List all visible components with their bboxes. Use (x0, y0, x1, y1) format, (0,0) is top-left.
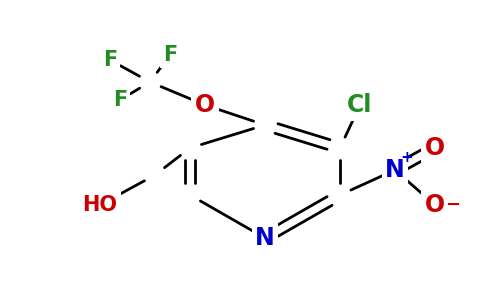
Text: N: N (255, 226, 275, 250)
Text: Cl: Cl (348, 93, 373, 117)
Text: F: F (113, 90, 127, 110)
Text: F: F (103, 50, 117, 70)
Text: HO: HO (82, 195, 118, 215)
Text: −: − (445, 196, 461, 214)
Text: O: O (425, 193, 445, 217)
Text: +: + (401, 151, 413, 166)
Text: O: O (425, 136, 445, 160)
Text: O: O (195, 93, 215, 117)
Text: F: F (163, 45, 177, 65)
Text: N: N (385, 158, 405, 182)
